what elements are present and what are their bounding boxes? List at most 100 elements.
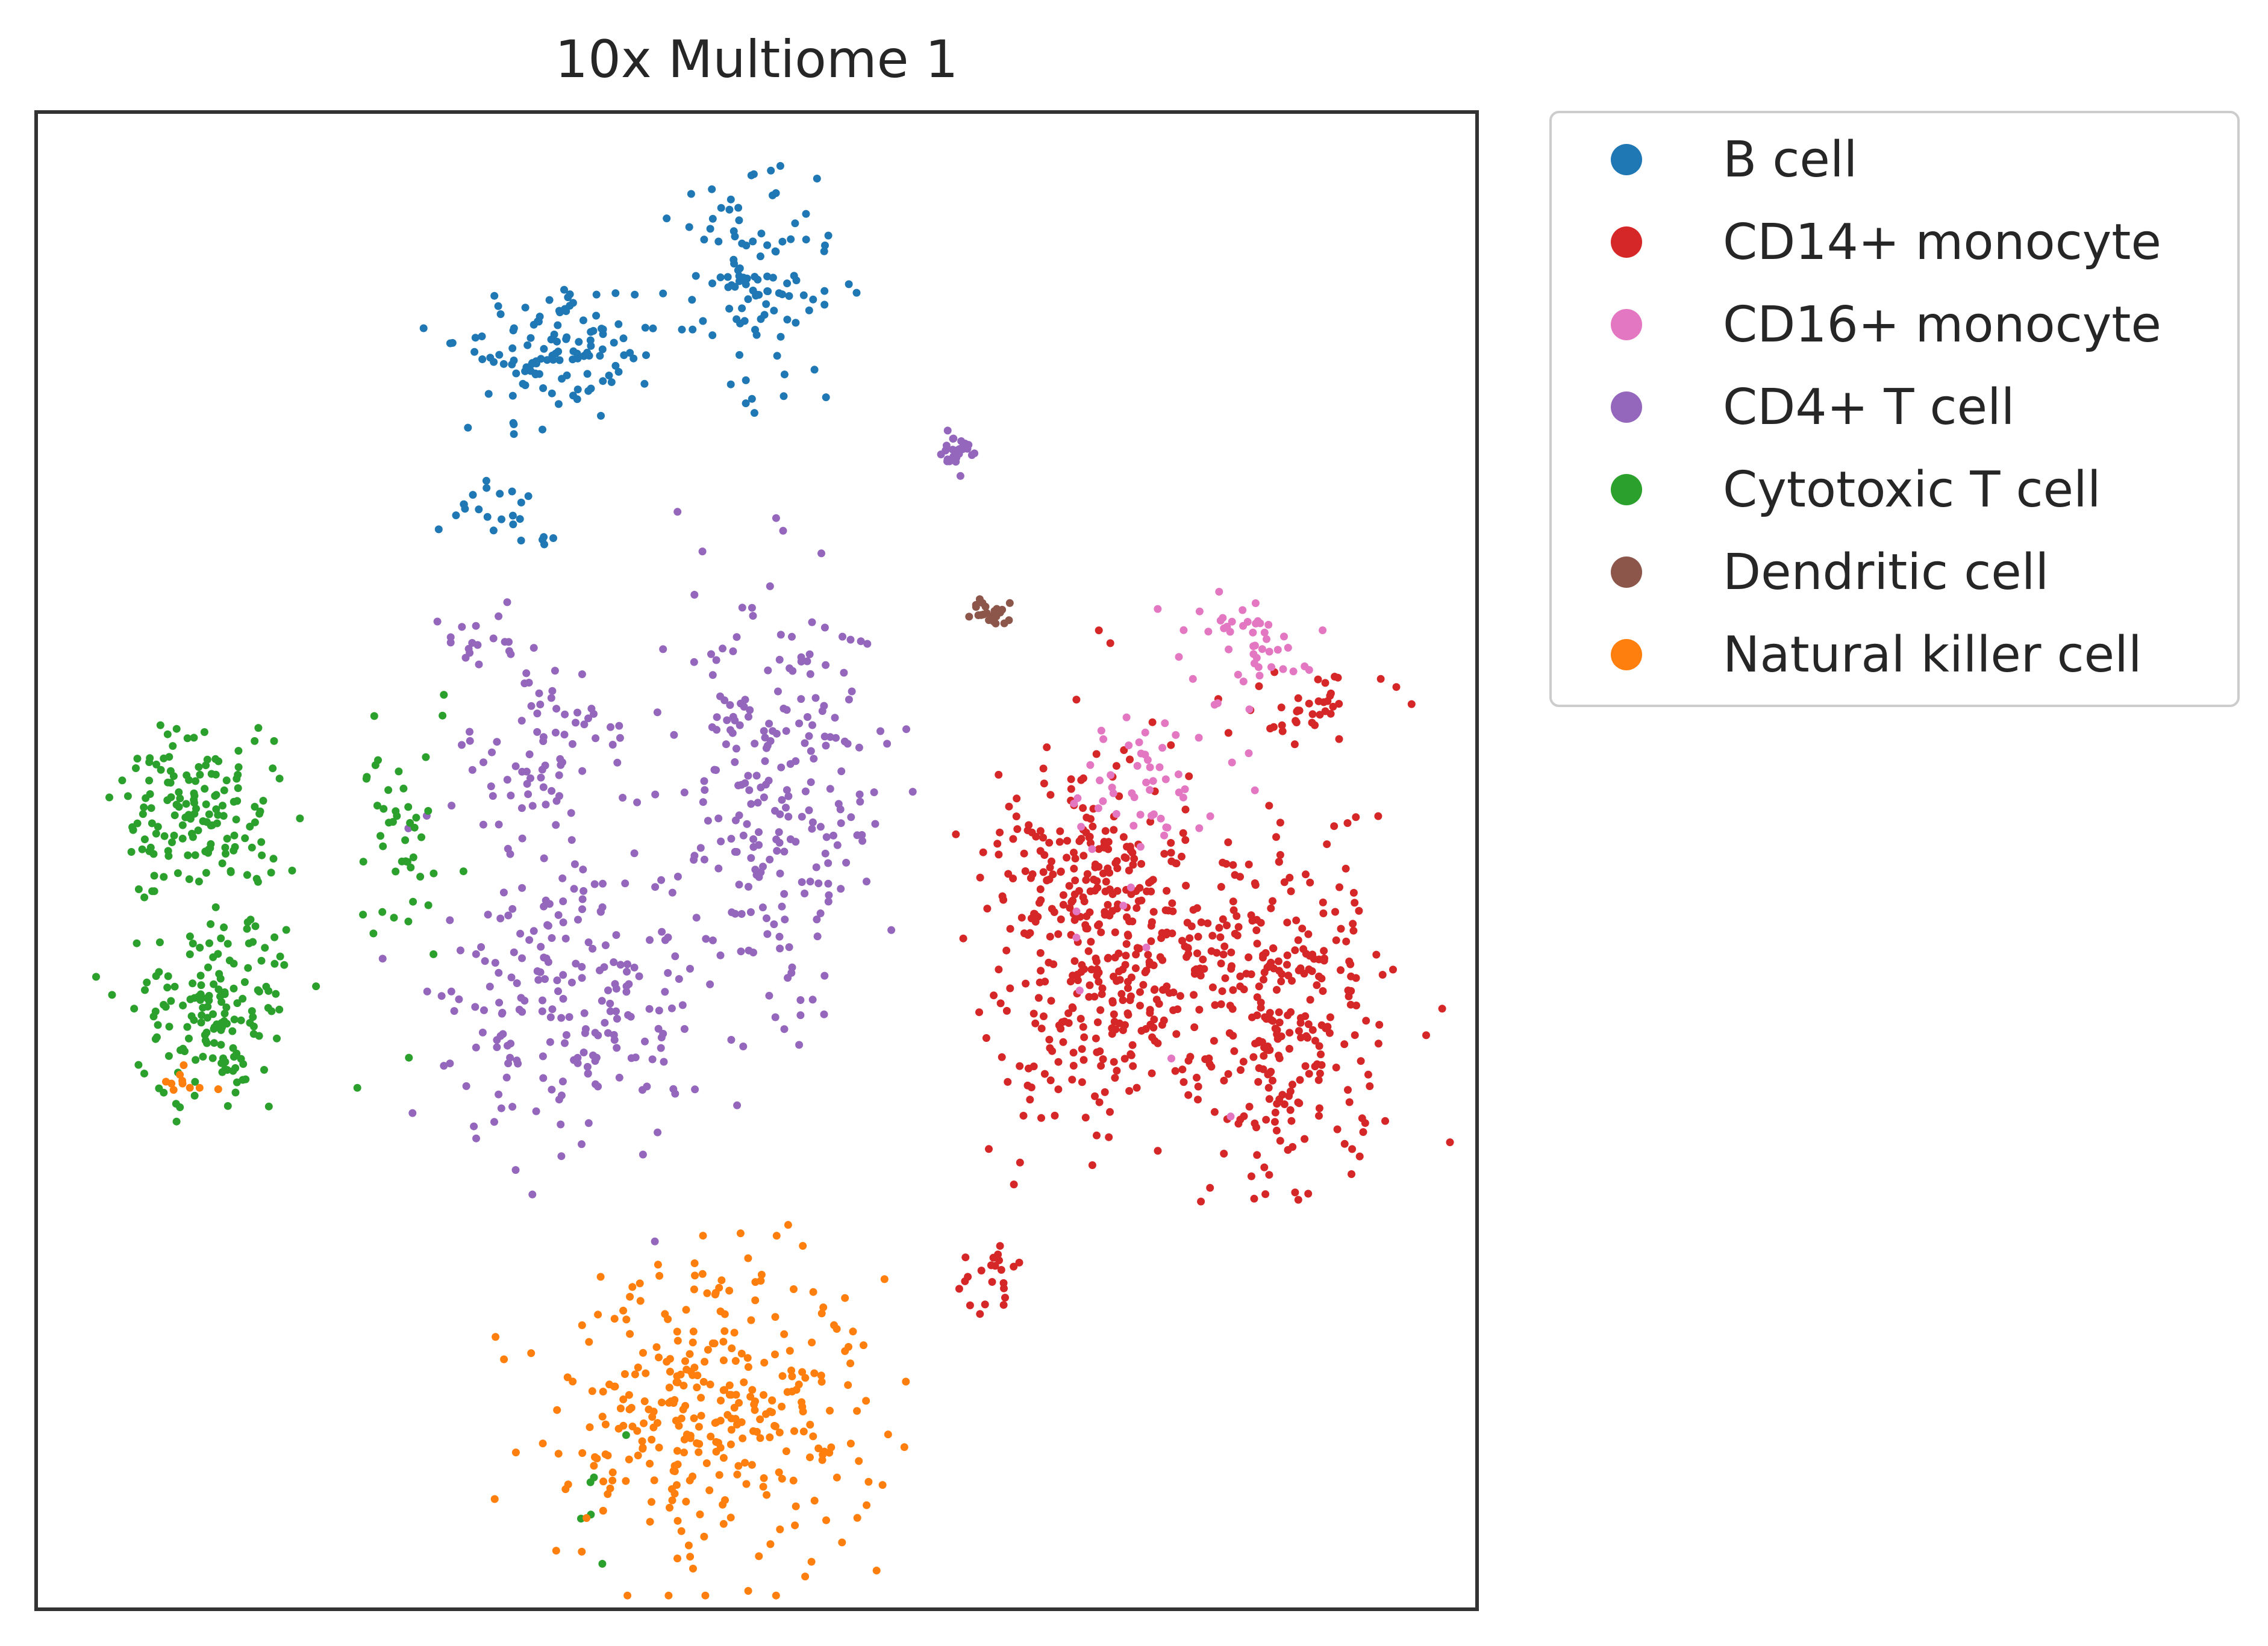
data-point — [845, 1342, 852, 1351]
data-point — [1113, 864, 1122, 873]
data-point — [771, 1313, 779, 1321]
data-point — [1092, 750, 1101, 758]
data-point — [1280, 1100, 1289, 1108]
data-point — [1272, 1126, 1281, 1135]
data-point — [584, 1070, 592, 1078]
data-point — [757, 1277, 765, 1285]
data-point — [583, 1062, 592, 1071]
data-point — [458, 623, 466, 631]
data-point — [546, 1038, 554, 1046]
data-point — [1351, 899, 1359, 907]
data-point — [730, 260, 739, 268]
data-point — [556, 755, 564, 763]
data-point — [569, 355, 577, 364]
data-point — [607, 723, 614, 731]
data-point — [726, 1514, 735, 1522]
data-point — [207, 770, 216, 778]
data-point — [184, 851, 192, 859]
data-point — [626, 349, 634, 357]
data-point — [590, 1462, 598, 1470]
data-point — [958, 445, 967, 454]
data-point — [747, 1316, 755, 1324]
data-point — [230, 959, 238, 968]
data-point — [1128, 1041, 1137, 1049]
data-point — [169, 1086, 178, 1094]
data-point — [192, 777, 199, 785]
data-point — [599, 1506, 607, 1515]
data-point — [196, 944, 204, 952]
data-point — [559, 918, 567, 926]
data-point — [982, 1034, 990, 1042]
data-point — [1349, 888, 1358, 897]
data-point — [1305, 1070, 1313, 1078]
data-point — [1067, 775, 1075, 784]
data-point — [143, 978, 151, 987]
data-point — [549, 534, 557, 542]
data-point — [745, 882, 752, 891]
data-point — [434, 525, 443, 534]
data-point — [1267, 904, 1275, 912]
data-point — [871, 820, 879, 828]
data-point — [1190, 991, 1198, 999]
data-point — [495, 612, 503, 620]
data-point — [570, 860, 579, 868]
data-point — [1161, 775, 1170, 784]
data-point — [1172, 859, 1181, 868]
data-point — [1320, 954, 1328, 962]
data-point — [1161, 906, 1170, 914]
data-point — [636, 1279, 644, 1288]
data-point — [1315, 1042, 1323, 1050]
data-point — [1076, 1015, 1085, 1023]
data-point — [708, 936, 717, 944]
data-point — [489, 634, 498, 643]
data-point — [589, 326, 598, 335]
data-point — [1132, 950, 1140, 959]
data-point — [689, 1473, 697, 1480]
data-point — [863, 878, 870, 886]
data-point — [154, 823, 162, 831]
data-point — [1136, 811, 1145, 819]
data-point — [567, 978, 576, 987]
data-point — [1311, 1037, 1319, 1045]
data-point — [659, 289, 667, 298]
data-point — [1122, 713, 1131, 722]
data-point — [817, 1371, 825, 1380]
data-point — [1095, 1098, 1104, 1106]
data-point — [494, 302, 502, 310]
data-point — [1269, 1017, 1277, 1025]
data-point — [1119, 833, 1128, 841]
data-point — [1048, 857, 1055, 865]
data-point — [798, 1403, 807, 1411]
data-point — [563, 333, 571, 341]
data-point — [1101, 827, 1110, 835]
data-point — [468, 765, 476, 774]
data-point — [1129, 861, 1137, 869]
data-point — [673, 1447, 681, 1455]
data-point — [540, 344, 548, 353]
data-point — [1223, 623, 1231, 631]
data-point — [1229, 897, 1237, 906]
data-point — [790, 1285, 798, 1293]
data-point — [359, 858, 367, 866]
data-point — [1221, 974, 1229, 982]
data-point — [1139, 980, 1148, 989]
data-point — [784, 812, 793, 821]
data-point — [141, 986, 149, 994]
data-point — [1115, 1019, 1123, 1027]
data-point — [716, 1307, 725, 1315]
data-point — [1355, 1152, 1364, 1161]
data-point — [625, 1455, 633, 1464]
data-point — [688, 296, 696, 304]
data-point — [1046, 932, 1054, 941]
data-point — [1119, 1026, 1127, 1034]
data-point — [419, 324, 428, 332]
data-point — [548, 934, 556, 942]
legend-marker — [1611, 474, 1642, 505]
data-point — [1344, 1086, 1352, 1094]
data-point — [1332, 936, 1340, 944]
data-point — [808, 996, 817, 1004]
data-point — [527, 1349, 536, 1358]
data-point — [949, 434, 958, 443]
data-point — [164, 1052, 173, 1060]
data-point — [495, 999, 504, 1007]
